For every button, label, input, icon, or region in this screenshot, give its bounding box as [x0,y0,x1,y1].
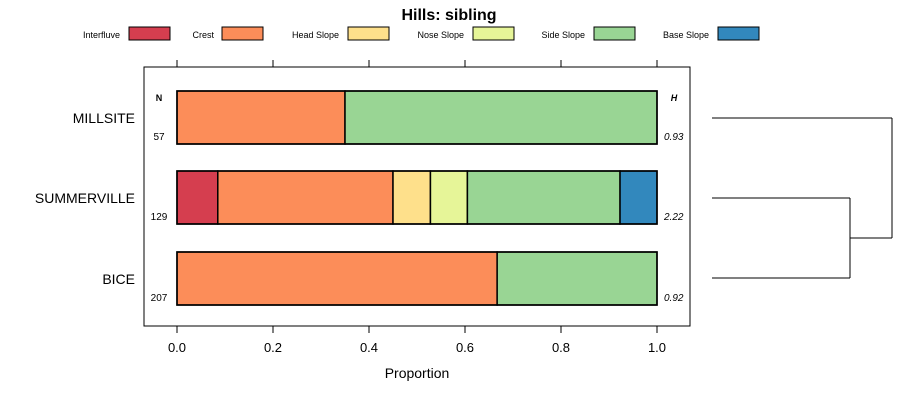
bar-segment [176,251,498,306]
bar-segment [466,170,621,225]
x-axis: 0.0 0.2 0.4 0.6 0.8 1.0 [168,60,666,355]
row-label: BICE [102,271,135,287]
bar-segment [344,90,658,145]
x-axis-label: Proportion [385,365,450,381]
legend-label: Side Slope [541,30,585,40]
bar-segment [176,90,346,145]
h-column-header: H [671,93,678,103]
legend-label: Base Slope [663,30,709,40]
bar-row: BICE 207 0.92 [102,251,684,306]
bar-segment [217,170,394,225]
row-n-value: 129 [151,212,168,223]
legend: Interfluve Crest Head Slope Nose Slope Side … [83,26,760,41]
legend-label: Interfluve [83,30,120,40]
x-tick-label: 0.4 [360,340,378,355]
legend-label: Head Slope [292,30,339,40]
bar-segment [496,251,658,306]
x-tick-label: 0.6 [456,340,474,355]
x-tick-label: 0.8 [552,340,570,355]
bar-segment [176,170,219,225]
legend-label: Nose Slope [417,30,464,40]
bar-outline [176,251,658,306]
legend-swatch [347,26,390,41]
x-tick-label: 0.2 [264,340,282,355]
x-tick-label: 0.0 [168,340,186,355]
row-h-value: 0.93 [664,132,684,143]
bar-rows: MILLSITE 57 0.93 SUMMERVILLE 129 2.22 BICE 207 0… [35,90,684,306]
dendrogram [712,117,893,279]
row-label: SUMMERVILLE [35,190,135,206]
legend-swatch [472,26,515,41]
legend-swatch [128,26,171,41]
bar-segment [429,170,469,225]
legend-swatch [221,26,264,41]
row-label: MILLSITE [73,110,135,126]
legend-swatch [593,26,636,41]
bar-row: MILLSITE 57 0.93 [73,90,684,145]
bar-row: SUMMERVILLE 129 2.22 [35,170,684,225]
row-n-value: 57 [153,132,165,143]
row-n-value: 207 [151,293,168,304]
bar-outline [176,90,658,145]
legend-swatch [717,26,760,41]
plot-frame [143,66,691,327]
n-column-header: N [156,93,163,103]
legend-label: Crest [192,30,214,40]
bar-segment [392,170,432,225]
row-h-value: 0.92 [664,293,684,304]
bar-segment [619,170,658,225]
row-h-value: 2.22 [663,212,684,223]
x-tick-label: 1.0 [648,340,666,355]
bar-outline [176,170,658,225]
chart-title: Hills: sibling [401,7,496,24]
